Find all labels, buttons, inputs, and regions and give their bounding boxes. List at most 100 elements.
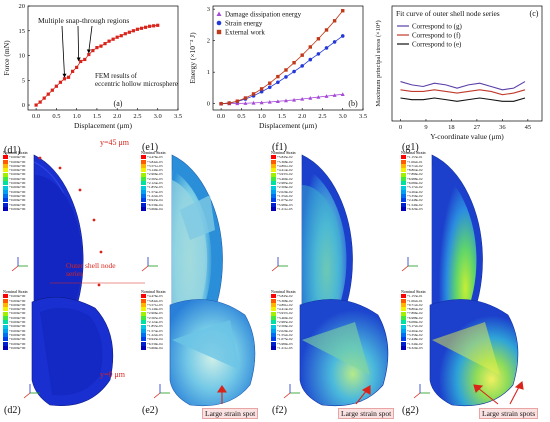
- legend-value: +6.539e-04: [147, 202, 163, 207]
- legend-row: +3.669e-04: [141, 207, 166, 211]
- energy-point: [340, 34, 345, 38]
- legend-swatch: [3, 311, 8, 316]
- legend-value: +4.476e-03: [147, 294, 163, 299]
- legend-row: +1.062e-01: [401, 160, 426, 164]
- x-tick-label: 0: [399, 124, 402, 131]
- x-axis-label: Displacement (μm): [259, 121, 317, 130]
- legend-swatch: [401, 189, 406, 194]
- x-tick-label: 2.5: [318, 113, 326, 120]
- legend-row: +1.552e-02: [271, 194, 296, 199]
- legend-value: +4.891e-02: [277, 302, 293, 307]
- legend-value: +0.000e+00: [9, 202, 26, 207]
- legend-swatch: [401, 172, 406, 177]
- legend-value: +0.000e+00: [9, 176, 26, 181]
- y-tick-label: 5: [22, 77, 25, 84]
- legend-row: +0.000e+00: [3, 203, 28, 207]
- energy-point: [341, 9, 345, 13]
- y-tick-label: 1: [207, 69, 210, 76]
- legend-row: +0.000e+00: [3, 168, 28, 173]
- legend-value: +3.842e-03: [147, 298, 163, 303]
- legend-value: +6.320e-03: [407, 345, 423, 350]
- legend-value: +0.000e+00: [9, 163, 26, 168]
- panel-a-label: (a): [114, 99, 123, 108]
- legend-row: +0.000e+00: [3, 172, 28, 177]
- legend-swatch: [141, 328, 146, 333]
- fem-d2: [31, 296, 114, 406]
- legend-value: +2.124e-03: [147, 320, 163, 325]
- legend-marker: [216, 20, 222, 26]
- annotation-arrow: [88, 25, 93, 52]
- y-tick-label: 0: [22, 102, 25, 109]
- legend-value: +0.000e+00: [9, 206, 26, 211]
- legend-swatch: [3, 155, 8, 160]
- legend-swatch: [3, 159, 8, 164]
- legend-value: +0.000e+00: [9, 320, 26, 325]
- legend-row: +4.891e-02: [271, 302, 296, 308]
- legend-value: +2.906e-03: [147, 172, 163, 177]
- legend-swatch: [271, 159, 276, 164]
- legend-swatch: [401, 202, 406, 207]
- plot-frame: [212, 5, 364, 111]
- force-point: [123, 32, 127, 36]
- legend-swatch: [401, 185, 406, 190]
- legend-swatch: [271, 333, 276, 338]
- legend-value: +1.855e-03: [147, 185, 163, 190]
- legend-value: +1.153e-01: [407, 294, 423, 299]
- legend-row: +3.460e-02: [271, 177, 296, 181]
- legend-swatch: [271, 307, 276, 312]
- legend-swatch: [141, 181, 146, 186]
- legend-swatch: [141, 159, 146, 164]
- legend-row: +2.983e-02: [271, 320, 296, 325]
- x-tick-label: 0.5: [237, 113, 245, 120]
- legend-value: +2.565e-03: [147, 176, 163, 181]
- legend-d2: Nominal Strain +0.000e+00 +0.000e+00 +0.00…: [3, 289, 28, 350]
- x-tick-label: 1.5: [93, 113, 101, 120]
- force-point: [95, 46, 99, 50]
- stress-curve: [400, 81, 526, 91]
- legend-row: +3.937e-02: [271, 172, 296, 177]
- legend-value: +2.448e-02: [407, 198, 423, 203]
- legend-value: +0.000e+00: [9, 328, 26, 333]
- legend-swatch: [3, 346, 8, 350]
- x-tick-label: 0.0: [217, 113, 225, 120]
- legend-row: +0.000e+00: [3, 316, 28, 320]
- legend-swatch: [401, 303, 406, 308]
- legend-swatch: [141, 311, 146, 316]
- legend-value: +9.943e-04: [147, 337, 163, 342]
- force-point: [119, 34, 123, 38]
- legend-value: +6.320e-03: [407, 206, 423, 211]
- force-point: [131, 29, 136, 33]
- legend-row: +4.264e-02: [401, 190, 426, 194]
- legend-swatch: [401, 320, 406, 325]
- fem-figure-grid: [11, 154, 524, 407]
- force-point: [87, 52, 91, 57]
- energy-point: [251, 92, 256, 96]
- energy-point: [259, 89, 264, 94]
- energy-point: [276, 80, 280, 85]
- legend-swatch: [271, 181, 276, 186]
- fem-g2: [429, 299, 519, 407]
- x-axis-label: Y-coordinate value (μm): [430, 132, 504, 141]
- legend-value: +2.906e-03: [147, 311, 163, 316]
- legend-value: +8.804e-02: [407, 168, 423, 173]
- legend-value: +3.356e-02: [407, 193, 423, 198]
- legend-row: +3.842e-03: [141, 299, 166, 303]
- legend-row: +6.539e-04: [141, 203, 166, 207]
- legend-swatch: [401, 328, 406, 333]
- x-tick-label: 36: [499, 124, 506, 131]
- force-point: [34, 103, 38, 107]
- legend-swatch: [3, 337, 8, 342]
- x-tick-label: 2.5: [133, 113, 141, 120]
- legend-value: +1.211e-03: [277, 345, 293, 350]
- legend-row: +3.140e-03: [141, 168, 166, 173]
- panel-b-chart: 0.0 0.5 1.0 1.5 2.0 2.5 3.0 3.5 0 1 2 3 Displacement…: [188, 5, 367, 130]
- legend-e1: Nominal Strain +4.476e-03 +3.842e-03 +3.57…: [141, 150, 166, 211]
- legend-swatch: [401, 194, 406, 199]
- energy-point: [300, 96, 305, 101]
- legend-swatch: [141, 185, 146, 190]
- energy-point: [292, 61, 296, 65]
- legend-value: +0.000e+00: [9, 302, 26, 307]
- legend-row: +0.000e+00: [3, 163, 28, 169]
- legend-swatch: [271, 337, 276, 342]
- legend-row: +1.574e-03: [141, 190, 166, 194]
